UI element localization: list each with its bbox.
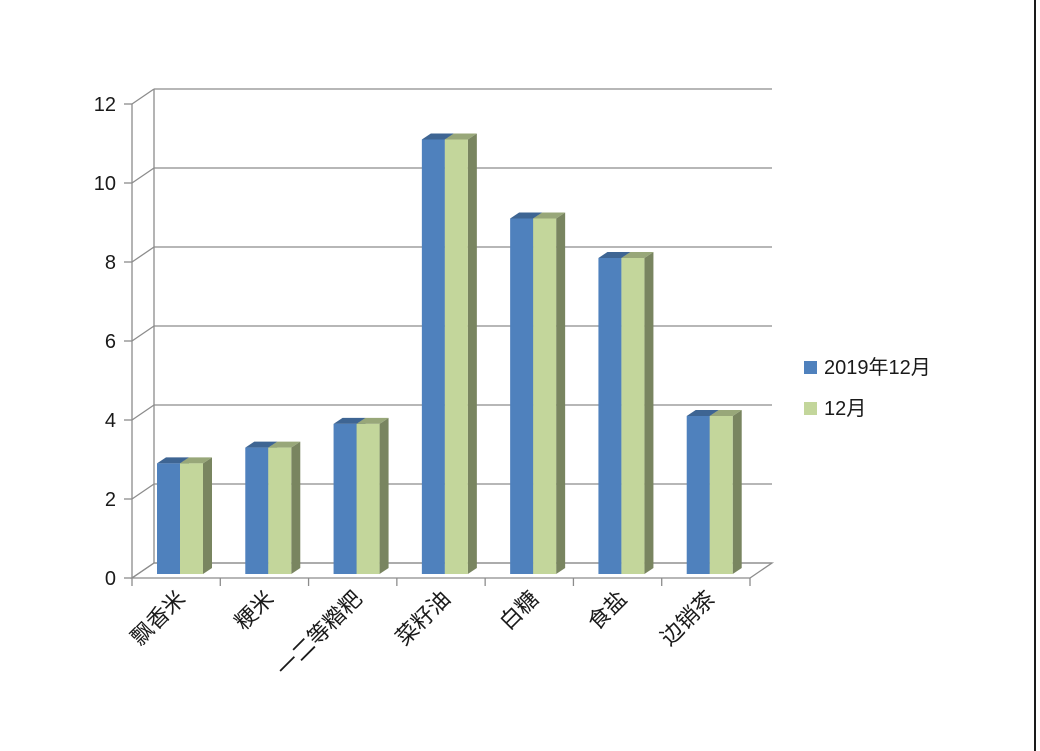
x-category-label: 菜籽油 (391, 587, 455, 651)
bar-series2 (621, 252, 654, 574)
axes (124, 89, 775, 586)
grid-side-line (131, 325, 155, 342)
floor (129, 562, 775, 579)
grid-side-line (131, 483, 155, 500)
x-category-label: 食盐 (584, 587, 633, 636)
grid-side-line (131, 167, 155, 184)
grid-side-line (131, 88, 155, 105)
y-tick-label: 10 (94, 173, 116, 195)
x-category-label: 白糖 (495, 587, 544, 636)
bar-series2 (444, 133, 477, 574)
legend-label: 2019年12月 (824, 356, 931, 379)
legend-swatch (804, 361, 817, 374)
bar-series2 (356, 417, 389, 574)
legend: 2019年12月 12月 (804, 356, 931, 420)
bar-series2 (180, 457, 212, 574)
legend-label: 12月 (824, 398, 866, 420)
y-tick-labels: 0 2 4 6 8 10 12 (94, 94, 116, 590)
bars (157, 133, 742, 574)
bar-series2 (533, 212, 566, 574)
bar-series2 (268, 441, 301, 574)
bar-series2 (709, 410, 742, 574)
x-category-label: 边销茶 (656, 587, 720, 651)
y-tick-label: 12 (94, 94, 116, 116)
y-tick-label: 2 (105, 489, 116, 511)
x-category-label: 飘香米 (127, 587, 191, 651)
x-category-label: 一二等糌粑 (272, 587, 367, 682)
x-category-label: 粳米 (230, 587, 279, 636)
frame-edge (1034, 0, 1036, 751)
y-tick-label: 4 (105, 410, 116, 432)
legend-swatch (804, 402, 817, 415)
y-tick-label: 0 (105, 568, 116, 590)
y-tick-label: 6 (105, 331, 116, 353)
y-tick-label: 8 (105, 252, 116, 274)
grid-side-line (131, 246, 155, 263)
grid-side-line (131, 404, 155, 421)
